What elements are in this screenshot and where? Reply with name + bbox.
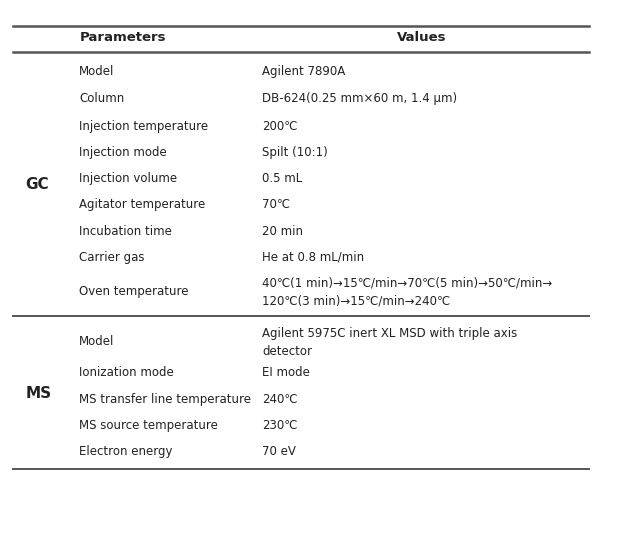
Text: 20 min: 20 min: [262, 225, 303, 238]
Text: Electron energy: Electron energy: [79, 446, 173, 458]
Text: MS transfer line temperature: MS transfer line temperature: [79, 393, 252, 406]
Text: Model: Model: [79, 65, 115, 78]
Text: Agilent 7890A: Agilent 7890A: [262, 65, 346, 78]
Text: Injection temperature: Injection temperature: [79, 120, 209, 133]
Text: 70 eV: 70 eV: [262, 446, 296, 458]
Text: detector: detector: [262, 344, 312, 358]
Text: Oven temperature: Oven temperature: [79, 285, 189, 298]
Text: 0.5 mL: 0.5 mL: [262, 172, 302, 185]
Text: EI mode: EI mode: [262, 366, 310, 379]
Text: Injection volume: Injection volume: [79, 172, 178, 185]
Text: 200℃: 200℃: [262, 120, 298, 133]
Text: MS: MS: [25, 386, 52, 402]
Text: Carrier gas: Carrier gas: [79, 251, 145, 264]
Text: Agilent 5975C inert XL MSD with triple axis: Agilent 5975C inert XL MSD with triple a…: [262, 327, 517, 340]
Text: Incubation time: Incubation time: [79, 225, 172, 238]
Text: Parameters: Parameters: [79, 31, 166, 45]
Text: Model: Model: [79, 335, 115, 348]
Text: 120℃(3 min)→15℃/min→240℃: 120℃(3 min)→15℃/min→240℃: [262, 294, 451, 307]
Text: Values: Values: [397, 31, 446, 45]
Text: MS source temperature: MS source temperature: [79, 419, 218, 432]
Text: Spilt (10:1): Spilt (10:1): [262, 146, 328, 159]
Text: 240℃: 240℃: [262, 393, 298, 406]
Text: DB-624(0.25 mm×60 m, 1.4 μm): DB-624(0.25 mm×60 m, 1.4 μm): [262, 92, 458, 105]
Text: Column: Column: [79, 92, 125, 105]
Text: 230℃: 230℃: [262, 419, 298, 432]
Text: Ionization mode: Ionization mode: [79, 366, 174, 379]
Text: Agitator temperature: Agitator temperature: [79, 199, 206, 211]
Text: GC: GC: [25, 178, 49, 192]
Text: He at 0.8 mL/min: He at 0.8 mL/min: [262, 251, 365, 264]
Text: Injection mode: Injection mode: [79, 146, 167, 159]
Text: 70℃: 70℃: [262, 199, 291, 211]
Text: 40℃(1 min)→15℃/min→70℃(5 min)→50℃/min→: 40℃(1 min)→15℃/min→70℃(5 min)→50℃/min→: [262, 277, 553, 290]
